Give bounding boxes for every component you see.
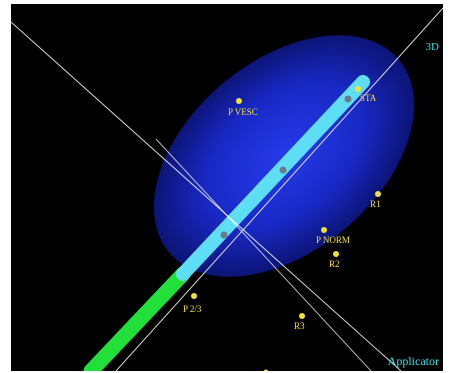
- axis-line-2: [155, 138, 372, 371]
- applicator-tube: [176, 75, 370, 281]
- mode-label-applicator: Applicator: [387, 354, 439, 368]
- source-dwell-3[interactable]: [220, 231, 228, 239]
- label-r1: R1: [370, 199, 381, 209]
- point-sta[interactable]: [355, 86, 361, 92]
- label-sta: STA: [360, 93, 377, 103]
- point-r1[interactable]: [375, 191, 381, 197]
- label-p-norm: P NORM: [316, 235, 350, 245]
- source-dwell-2[interactable]: [279, 166, 287, 174]
- label-p-vesc: P VESC: [228, 107, 258, 117]
- target-volume: [153, 35, 415, 277]
- catheter-tube: [83, 266, 191, 371]
- 3d-viewport[interactable]: P VESC STA R1 P NORM R2 P 2/3 R3 3D Appl…: [11, 4, 443, 371]
- source-dwell-1[interactable]: [344, 95, 352, 103]
- label-r3: R3: [294, 321, 305, 331]
- scene-canvas[interactable]: [11, 4, 443, 371]
- point-bottom[interactable]: [263, 369, 269, 372]
- axis-line-1: [11, 21, 402, 371]
- point-p-2-3[interactable]: [191, 293, 197, 299]
- point-r2[interactable]: [333, 251, 339, 257]
- point-p-vesc[interactable]: [236, 98, 242, 104]
- point-p-norm[interactable]: [321, 227, 327, 233]
- reference-points: [191, 86, 381, 371]
- axis-line-3: [115, 7, 443, 371]
- point-r3[interactable]: [299, 313, 305, 319]
- label-p-2-3: P 2/3: [183, 304, 202, 314]
- label-r2: R2: [329, 259, 340, 269]
- view-label-3d: 3D: [425, 41, 439, 53]
